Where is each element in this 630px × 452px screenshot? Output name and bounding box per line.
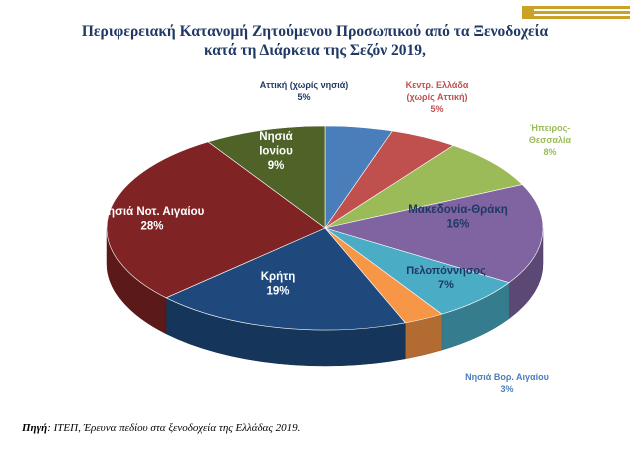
- decor-bar: [534, 16, 630, 19]
- pie-slice: [165, 227, 406, 331]
- pie-slice-label: Νησιά Βορ. Αιγαίου 3%: [465, 372, 549, 394]
- pie-slice-label: Αττική (χωρίς νησιά) 5%: [260, 80, 349, 102]
- pie-slice-label: Ήπειρος-Θεσσαλία 8%: [529, 123, 572, 157]
- pie-slice-label: Νησιά Νοτ. Αιγαίου 28%: [100, 206, 205, 233]
- source-note: Πηγή: ΙΤΕΠ, Έρευνα πεδίου στα ξενοδοχεία…: [22, 422, 300, 434]
- pie-slice: [207, 125, 326, 229]
- source-label: Πηγή: [22, 422, 48, 434]
- pie-slice-label: Νησιά Ιονίου 9%: [259, 131, 293, 172]
- chart-title-line2: κατά τη Διάρκεια της Σεζόν 2019,: [204, 42, 426, 59]
- pie-slice: [324, 184, 544, 283]
- decor-bar: [534, 6, 630, 9]
- decor-square: [522, 6, 534, 19]
- pie-slice-label: Κρήτη 19%: [261, 271, 296, 298]
- decor-bar: [534, 11, 630, 14]
- pie-slice-label: Μακεδονία-Θράκη 16%: [408, 204, 508, 231]
- source-text: : ΙΤΕΠ, Έρευνα πεδίου στα ξενοδοχεία της…: [47, 422, 301, 434]
- pie-slice-label: Κεντρ. Ελλάδα (χωρίς Αττική) 5%: [406, 80, 469, 114]
- chart-title-line1: Περιφερειακή Κατανομή Ζητούμενου Προσωπι…: [81, 23, 549, 40]
- pie-slice: [106, 141, 326, 299]
- pie-slice: [324, 145, 523, 229]
- pie-slice-label: Πελοπόννησος 7%: [406, 265, 486, 291]
- chart-title: Περιφερειακή Κατανομή Ζητούμενου Προσωπι…: [40, 22, 590, 60]
